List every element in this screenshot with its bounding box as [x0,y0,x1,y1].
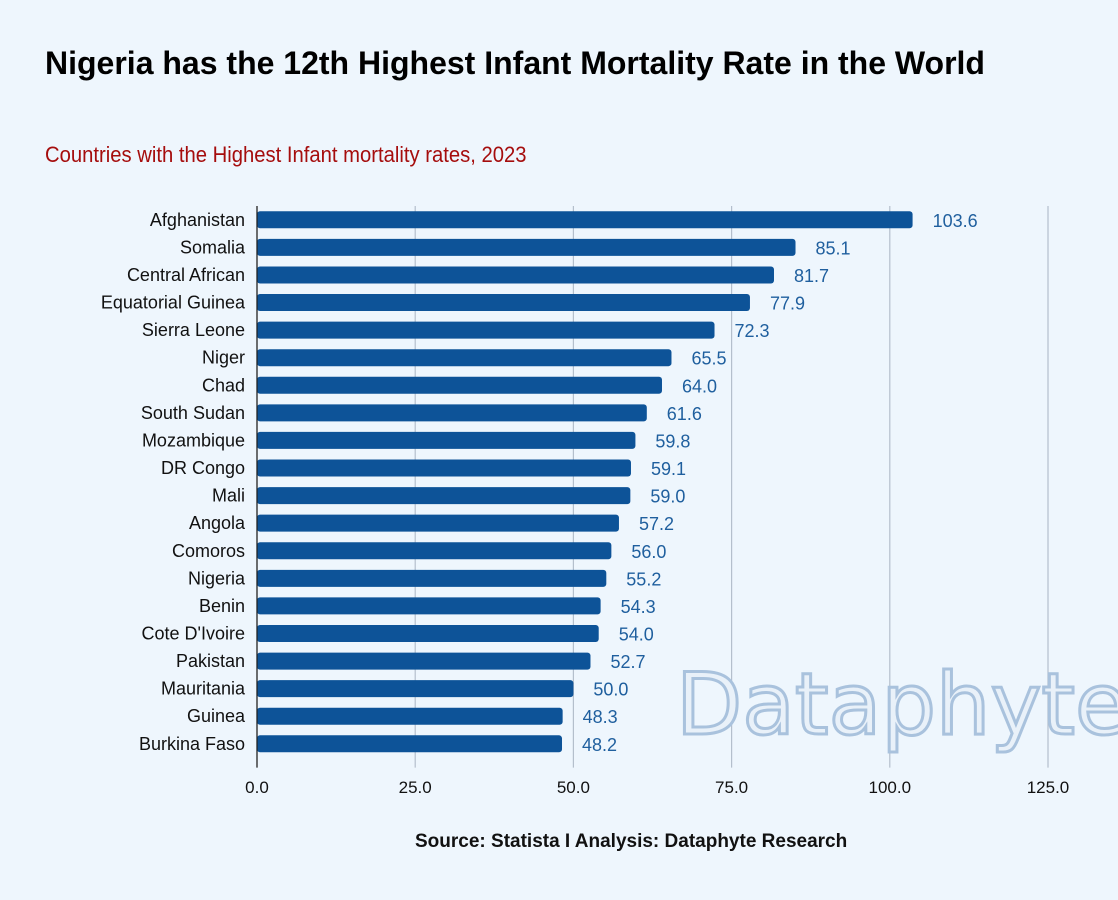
value-label: 72.3 [735,321,770,341]
category-label: Somalia [180,237,246,257]
value-labels: 103.6 85.1 81.7 77.972.3 65.5 64.0 61.6 59.8 59.… [582,211,978,755]
bar [257,735,563,753]
x-tick-label: 75.0 [715,778,748,797]
bar [257,707,563,725]
category-label: Mali [212,486,245,506]
value-label: 59.1 [651,459,686,479]
watermark-logo: Dataphyte [676,655,1118,755]
bar [257,294,750,312]
bar [257,597,601,615]
category-label: Benin [199,596,245,616]
category-label: Niger [202,348,245,368]
value-label: 55.2 [626,569,661,589]
bar-chart: Dataphyte Afghanistan Somalia Central Afri… [101,206,1118,797]
bar [257,624,599,642]
category-label: Mozambique [142,430,245,450]
x-tick-label: 0.0 [245,778,269,797]
x-axis-ticks: 0.0 25.0 50.0 75.0 100.0 125.0 [245,778,1069,797]
value-label: 65.5 [691,349,726,369]
category-labels: Afghanistan Somalia Central African Equator… [101,210,246,754]
bar [257,652,591,670]
category-label: Sierra Leone [142,320,245,340]
value-label: 50.0 [593,680,628,700]
bar [257,569,607,587]
category-label: Pakistan [176,651,245,671]
category-label: Central African [127,265,245,285]
bar [257,514,619,532]
bar [257,459,631,477]
category-label: Comoros [172,541,245,561]
category-label: Burkina Faso [139,734,245,754]
bar [257,680,574,698]
bar [257,211,913,229]
bar [257,266,774,284]
value-label: 54.3 [621,597,656,617]
value-label: 61.6 [667,404,702,424]
value-label: 59.8 [655,431,690,451]
x-tick-label: 50.0 [557,778,590,797]
category-label: Angola [189,513,246,533]
value-label: 48.3 [583,707,618,727]
value-label: 56.0 [631,542,666,562]
value-label: 52.7 [610,652,645,672]
category-label: Afghanistan [150,210,245,230]
category-label: Chad [202,375,245,395]
bar [257,321,715,339]
category-label: DR Congo [161,458,245,478]
value-label: 54.0 [619,624,654,644]
category-label: Cote D'Ivoire [142,623,245,643]
bar [257,238,796,256]
bar [257,349,672,367]
value-label: 59.0 [650,487,685,507]
bar [257,542,612,560]
value-label: 85.1 [816,238,851,258]
source-note: Source: Statista I Analysis: Dataphyte R… [415,831,848,852]
chart-title: Nigeria has the 12th Highest Infant Mort… [45,45,985,81]
bar [257,376,662,394]
bar [257,487,631,505]
value-label: 77.9 [770,294,805,314]
x-tick-label: 25.0 [399,778,432,797]
value-label: 103.6 [933,211,978,231]
category-label: South Sudan [141,403,245,423]
category-label: Equatorial Guinea [101,293,246,313]
bar [257,431,636,449]
value-label: 48.2 [582,735,617,755]
chart-subtitle: Countries with the Highest Infant mortal… [45,142,527,167]
category-label: Guinea [187,706,246,726]
category-label: Nigeria [188,568,246,588]
x-tick-label: 100.0 [869,778,912,797]
bar [257,404,647,422]
x-tick-label: 125.0 [1027,778,1070,797]
value-label: 81.7 [794,266,829,286]
value-label: 57.2 [639,514,674,534]
value-label: 64.0 [682,376,717,396]
bars [257,211,913,753]
category-label: Mauritania [161,679,246,699]
